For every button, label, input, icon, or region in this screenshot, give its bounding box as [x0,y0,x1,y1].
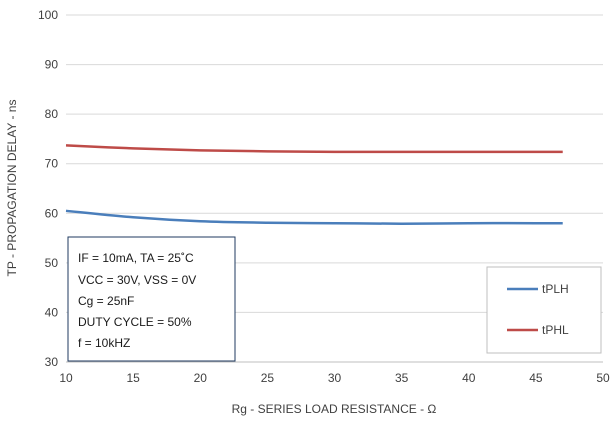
y-tick-70: 70 [45,157,59,171]
x-tick-10: 10 [59,371,73,385]
y-tick-40: 40 [45,305,59,319]
x-tick-25: 25 [261,371,275,385]
y-tick-90: 90 [45,58,59,72]
x-tick-50: 50 [596,371,610,385]
legend-label-tphl: tPHL [542,323,569,337]
y-tick-80: 80 [45,107,59,121]
x-tick-45: 45 [529,371,543,385]
note-line-3: DUTY CYCLE = 50% [78,315,192,329]
note-line-1: VCC = 30V, VSS = 0V [78,273,196,287]
x-tick-15: 15 [126,371,140,385]
y-tick-30: 30 [45,355,59,369]
legend-box [487,267,601,353]
y-axis-title: TP - PROPAGATION DELAY - ns [5,100,19,277]
note-line-4: f = 10kHZ [78,336,130,350]
y-tick-50: 50 [45,256,59,270]
legend-label-tplh: tPLH [542,282,569,296]
note-line-2: Cg = 25nF [78,294,134,308]
x-tick-40: 40 [462,371,476,385]
legend: tPLH tPHL [487,267,601,353]
x-tick-35: 35 [395,371,409,385]
note-line-0: IF = 10mA, TA = 25˚C [78,251,194,265]
x-tick-30: 30 [328,371,342,385]
x-tick-20: 20 [194,371,208,385]
y-tick-labels: 30 40 50 60 70 80 90 100 [38,8,58,369]
x-axis-title: Rg - SERIES LOAD RESISTANCE - Ω [232,402,437,416]
y-tick-60: 60 [45,206,59,220]
x-tick-labels: 10 15 20 25 30 35 40 45 50 [59,371,610,385]
y-tick-100: 100 [38,8,58,22]
conditions-box: IF = 10mA, TA = 25˚C VCC = 30V, VSS = 0V… [68,237,235,361]
